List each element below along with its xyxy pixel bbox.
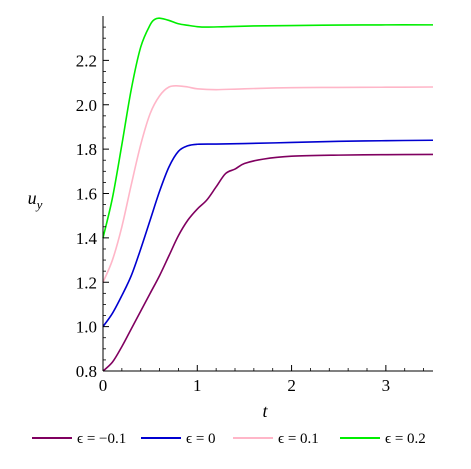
legend-label-1: ϵ = 0 (186, 431, 216, 447)
series-line-3 (102, 17, 434, 239)
y-tick-label-4: 1.6 (76, 185, 97, 204)
y-axis-label: uy (28, 188, 43, 212)
y-tick-label-0: 0.8 (76, 362, 97, 381)
x-tick-label-1: 1 (193, 376, 202, 395)
legend-label-0: ϵ = −0.1 (77, 431, 126, 447)
axes-group (102, 16, 433, 372)
tick-group: 0 1 2 3 0.8 1.0 1.2 1.4 1.6 1.8 2.0 2.2 (76, 26, 424, 395)
axis-labels-group: t uy (28, 188, 269, 421)
y-tick-label-7: 2.2 (76, 51, 97, 70)
y-tick-label-2: 1.2 (76, 273, 97, 292)
legend-label-2: ϵ = 0.1 (278, 431, 319, 447)
series-line-2 (102, 85, 434, 283)
y-tick-label-6: 2.0 (76, 96, 97, 115)
y-tick-label-5: 1.8 (76, 140, 97, 159)
y-axis-label-sub: y (35, 197, 43, 212)
legend-label-3: ϵ = 0.2 (385, 431, 426, 447)
plot-series-group (102, 17, 434, 372)
y-tick-label-3: 1.4 (76, 229, 98, 248)
legend: ϵ = −0.1 ϵ = 0 ϵ = 0.1 ϵ = 0.2 (32, 431, 426, 447)
x-axis-label: t (262, 401, 268, 421)
y-tick-label-1: 1.0 (76, 318, 97, 337)
x-tick-label-3: 3 (382, 376, 391, 395)
series-line-0 (102, 153, 434, 372)
x-tick-label-2: 2 (287, 376, 296, 395)
y-axis-label-main: u (28, 188, 37, 208)
x-tick-label-0: 0 (99, 376, 108, 395)
series-line-1 (102, 139, 434, 328)
